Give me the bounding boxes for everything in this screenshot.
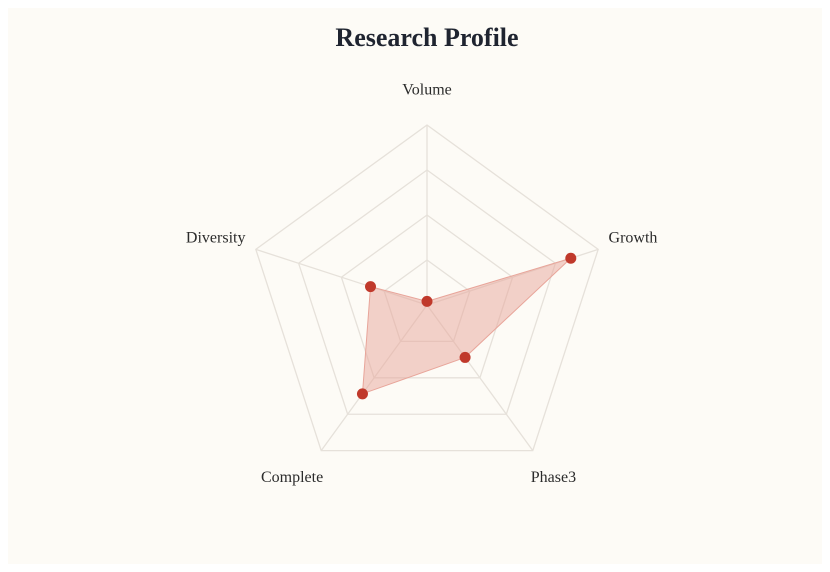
- data-area: [361, 257, 572, 395]
- axis-label: Complete: [261, 469, 323, 486]
- grid-ring: [255, 124, 599, 452]
- axis-label: Growth: [609, 230, 658, 247]
- chart-title: Research Profile: [335, 23, 518, 52]
- data-point: [565, 252, 577, 264]
- data-point: [421, 295, 433, 307]
- axis-label: Volume: [402, 82, 451, 99]
- axis-label: Phase3: [531, 469, 576, 486]
- data-point: [365, 281, 377, 293]
- data-point: [356, 388, 368, 400]
- axis-label: Diversity: [186, 230, 246, 247]
- grid-ring: [297, 169, 557, 415]
- data-point: [459, 351, 471, 363]
- chart-background: [8, 8, 822, 564]
- grid-ring: [340, 214, 514, 379]
